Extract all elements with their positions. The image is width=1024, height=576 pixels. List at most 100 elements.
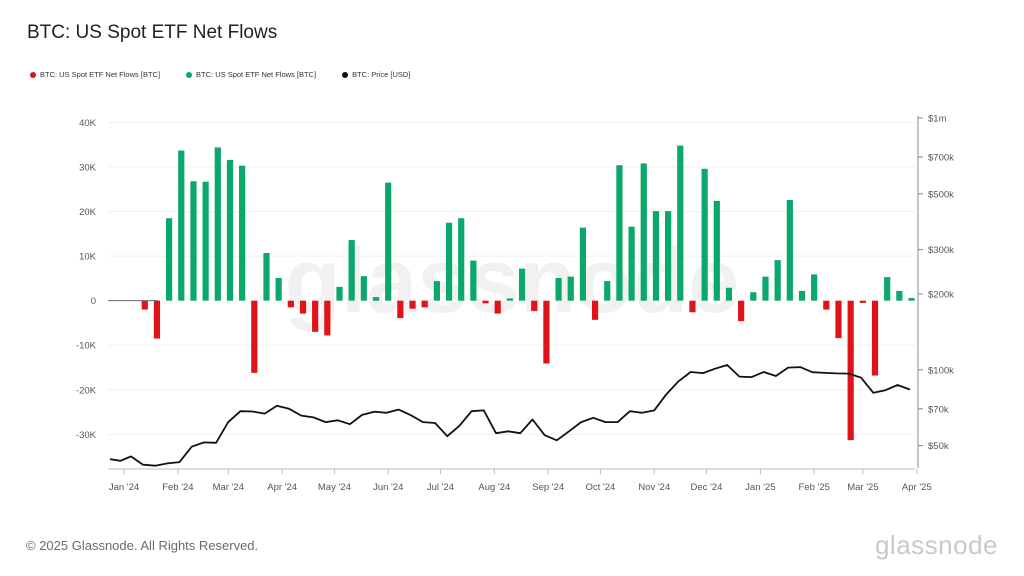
y-left-tick-label: 30K bbox=[79, 163, 97, 174]
flow-bars bbox=[141, 145, 915, 441]
inflow-bar bbox=[239, 165, 246, 301]
y-right-tick-label: $700k bbox=[928, 153, 954, 164]
inflow-bar bbox=[665, 211, 672, 301]
y-left-tick-label: -20K bbox=[76, 385, 97, 396]
x-tick-label: Mar '25 bbox=[847, 482, 878, 493]
x-tick-label: Dec '24 bbox=[690, 482, 722, 493]
y-right-tick-label: $500k bbox=[928, 189, 954, 200]
outflow-bar bbox=[823, 300, 830, 310]
outflow-bar bbox=[871, 300, 879, 376]
inflow-bar bbox=[701, 168, 708, 301]
inflow-bar bbox=[567, 276, 574, 301]
inflow-bar bbox=[579, 227, 587, 301]
inflow-bar bbox=[908, 298, 915, 301]
inflow-bar bbox=[896, 290, 903, 301]
outflow-bar bbox=[153, 300, 161, 339]
inflow-bar bbox=[433, 281, 440, 301]
legend-item-outflows[interactable]: BTC: US Spot ETF Net Flows [BTC] bbox=[30, 70, 160, 79]
inflow-bar bbox=[786, 199, 793, 301]
inflow-bar bbox=[811, 274, 818, 301]
outflow-bar bbox=[494, 300, 501, 314]
price-line bbox=[109, 364, 911, 467]
y-left-tick-label: 20K bbox=[79, 207, 97, 218]
outflow-bar bbox=[482, 300, 489, 304]
inflow-bar bbox=[178, 150, 185, 301]
price-line-group bbox=[109, 364, 911, 467]
inflow-bar bbox=[348, 240, 355, 301]
outflow-bar bbox=[543, 300, 550, 364]
y-right-tick-label: $200k bbox=[928, 290, 954, 301]
inflow-bar bbox=[275, 277, 282, 301]
legend-label-inflows: BTC: US Spot ETF Net Flows [BTC] bbox=[196, 70, 317, 79]
x-tick-label: Mar '24 bbox=[213, 482, 244, 493]
inflow-bar bbox=[762, 276, 769, 301]
inflow-bar bbox=[628, 226, 635, 301]
legend-item-inflows[interactable]: BTC: US Spot ETF Net Flows [BTC] bbox=[186, 70, 316, 79]
inflow-bar bbox=[336, 286, 343, 301]
outflow-bar bbox=[689, 300, 696, 313]
legend-item-price[interactable]: BTC: Price [USD] bbox=[342, 70, 410, 79]
copyright-text: © 2025 Glassnode. All Rights Reserved. bbox=[26, 538, 259, 553]
outflow-bar bbox=[591, 300, 599, 320]
inflow-bar bbox=[385, 182, 392, 301]
outflow-bar bbox=[312, 300, 319, 332]
y-right-tick-label: $50k bbox=[928, 441, 949, 452]
x-tick-label: Sep '24 bbox=[532, 482, 564, 493]
inflow-bar bbox=[750, 292, 757, 301]
x-tick-label: Apr '25 bbox=[902, 482, 932, 493]
inflow-bar bbox=[470, 260, 477, 301]
x-tick-label: Jan '24 bbox=[109, 482, 139, 493]
inflow-bar bbox=[884, 277, 891, 301]
y-left-tick-label: 10K bbox=[79, 252, 97, 263]
outflow-bar bbox=[251, 300, 258, 373]
inflow-bar bbox=[725, 287, 733, 301]
brand-logo-text: glassnode bbox=[874, 530, 998, 560]
inflow-bar bbox=[798, 290, 806, 301]
inflow-bar bbox=[190, 181, 197, 301]
inflow-bar bbox=[616, 165, 623, 301]
legend-swatch-black bbox=[342, 71, 349, 78]
outflow-bar bbox=[847, 300, 854, 441]
inflow-bar bbox=[202, 181, 209, 301]
x-tick-label: Jun '24 bbox=[373, 482, 403, 493]
outflow-bar bbox=[738, 300, 745, 322]
y-right-tick-label: $100k bbox=[928, 365, 954, 376]
inflow-bar bbox=[604, 281, 611, 301]
legend-label-outflows: BTC: US Spot ETF Net Flows [BTC] bbox=[40, 70, 161, 79]
legend-label-price: BTC: Price [USD] bbox=[352, 70, 411, 79]
inflow-bar bbox=[226, 159, 234, 301]
x-tick-label: Aug '24 bbox=[478, 482, 510, 493]
y-left-tick-label: -10K bbox=[76, 341, 97, 352]
outflow-bar bbox=[299, 300, 307, 314]
y-left-tick-label: -30K bbox=[76, 430, 97, 441]
inflow-bar bbox=[518, 268, 526, 301]
outflow-bar bbox=[397, 300, 404, 319]
outflow-bar bbox=[531, 300, 538, 311]
inflow-bar bbox=[372, 297, 380, 301]
outflow-bar bbox=[859, 300, 866, 303]
x-tick-label: Jul '24 bbox=[427, 482, 454, 493]
inflow-bar bbox=[555, 277, 562, 301]
x-tick-label: Oct '24 bbox=[585, 482, 615, 493]
y-left-tick-label: 0 bbox=[91, 296, 96, 307]
x-tick-label: Jan '25 bbox=[745, 482, 775, 493]
inflow-bar bbox=[713, 200, 720, 301]
x-tick-label: Feb '24 bbox=[162, 482, 193, 493]
y-left-tick-label: 40K bbox=[79, 118, 97, 129]
inflow-bar bbox=[445, 222, 453, 301]
glassnode-watermark: glassnode bbox=[284, 230, 739, 332]
inflow-bar bbox=[458, 218, 465, 301]
inflow-bar bbox=[640, 163, 647, 301]
x-tick-label: Nov '24 bbox=[638, 482, 670, 493]
inflow-bar bbox=[652, 211, 660, 301]
outflow-bar bbox=[835, 300, 842, 339]
inflow-bar bbox=[166, 218, 173, 301]
outflow-bar bbox=[324, 300, 331, 336]
chart-legend: BTC: US Spot ETF Net Flows [BTC] BTC: US… bbox=[30, 70, 410, 79]
x-tick-label: Feb '25 bbox=[799, 482, 830, 493]
inflow-bar bbox=[263, 253, 270, 301]
x-tick-label: May '24 bbox=[318, 482, 351, 493]
legend-swatch-red bbox=[30, 71, 36, 78]
outflow-bar bbox=[421, 300, 428, 308]
